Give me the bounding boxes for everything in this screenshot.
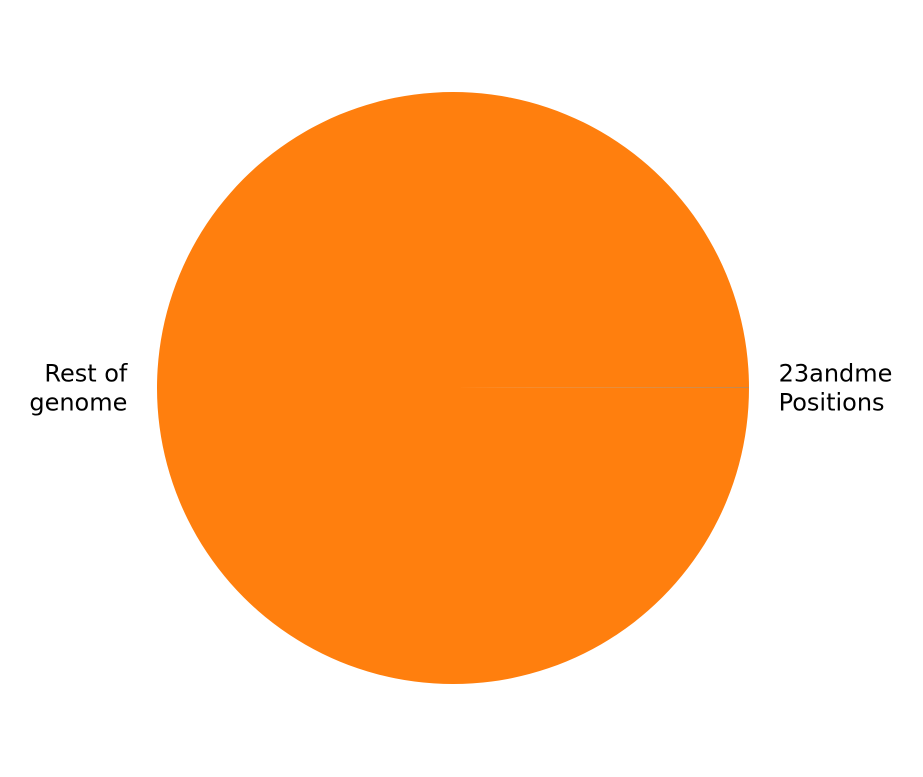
pie-slice-label-1: Rest of genome [29,360,128,417]
pie-labels: 23andme Positions Rest of genome [29,359,892,416]
pie-slice-label-line: genome [29,389,127,417]
pie-slice-label-line: Positions [779,388,885,416]
pie-slices [157,92,750,685]
pie-slice-1 [157,92,749,685]
pie-slice-label-line: 23andme [779,359,893,387]
pie-slice-label-0: 23andme Positions [779,359,893,416]
pie-slice-label-line: Rest of [44,360,128,388]
